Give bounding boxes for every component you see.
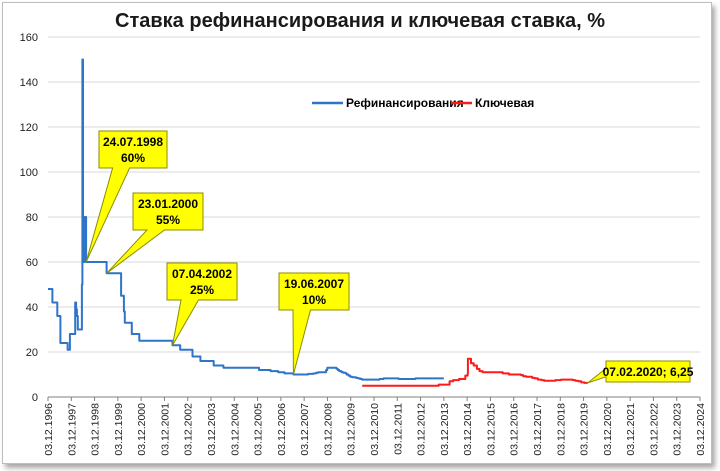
x-tick-label: 03.12.2020 xyxy=(602,403,614,456)
callout-date: 19.06.2007 xyxy=(284,277,344,291)
callout-box xyxy=(166,262,238,346)
x-tick-label: 03.12.2022 xyxy=(648,403,660,456)
x-tick-label: 03.12.2004 xyxy=(229,403,241,456)
x-tick-label: 03.12.2009 xyxy=(346,403,358,456)
x-tick-label: 03.12.2000 xyxy=(136,403,148,456)
axis-layer: 0 20 40 60 80 100 120 140 160 03.12.1996 03.12.199… xyxy=(20,32,707,456)
callout-box xyxy=(85,130,168,263)
callout-box xyxy=(278,272,350,375)
y-tick-label: 120 xyxy=(20,122,38,134)
y-tick-label: 20 xyxy=(26,347,38,359)
x-tick-label: 03.12.2015 xyxy=(485,403,497,456)
x-tick-label: 03.12.2017 xyxy=(532,403,544,456)
y-tick-label: 100 xyxy=(20,167,38,179)
callout-date: 23.01.2000 xyxy=(138,197,198,211)
x-tick-label: 03.12.2016 xyxy=(509,403,521,456)
x-tick-label: 03.12.2018 xyxy=(555,403,567,456)
y-tick-label: 140 xyxy=(20,77,38,89)
x-tick-label: 03.12.2014 xyxy=(462,403,474,456)
x-tick-label: 03.12.2012 xyxy=(416,403,428,456)
chart-title: Ставка рефинансирования и ключевая ставк… xyxy=(115,10,605,32)
x-tick-label: 03.12.2001 xyxy=(159,403,171,456)
x-tick-label: 03.12.2005 xyxy=(253,403,265,456)
callout-box xyxy=(587,360,691,384)
callout-layer: 24.07.1998 60% 23.01.2000 55% 07.04.2002 25% 1… xyxy=(85,130,694,384)
series-line-refinancing xyxy=(48,58,444,381)
callout-value: 55% xyxy=(156,213,180,227)
x-tick-label: 03.12.2002 xyxy=(183,403,195,456)
callout-date: 07.02.2020; 6,25 xyxy=(603,365,694,379)
x-tick-label: 03.12.2008 xyxy=(322,403,334,456)
y-tick-label: 0 xyxy=(32,392,38,404)
x-tick-label: 03.12.2007 xyxy=(299,403,311,456)
x-tick-label: 03.12.1998 xyxy=(90,403,102,456)
x-tick-label: 03.12.1996 xyxy=(43,403,55,456)
x-tick-label: 03.12.2011 xyxy=(392,403,404,455)
legend-label: Ключевая xyxy=(475,96,534,110)
y-tick-label: 160 xyxy=(20,32,38,44)
x-tick-label: 03.12.2023 xyxy=(672,403,684,456)
callout-value: 25% xyxy=(190,283,214,297)
x-tick-label: 03.12.2021 xyxy=(625,403,637,456)
x-tick-label: 03.12.2013 xyxy=(439,403,451,456)
callout-date: 07.04.2002 xyxy=(172,267,232,281)
x-tick-label: 03.12.2024 xyxy=(695,403,707,456)
series-layer xyxy=(48,58,588,387)
series-line-key-rate xyxy=(362,357,588,387)
legend: Рефинансирования Ключевая xyxy=(312,96,534,110)
x-tick-label: 03.12.2003 xyxy=(206,403,218,456)
callout-value: 60% xyxy=(121,151,145,165)
x-tick-label: 03.12.2010 xyxy=(369,403,381,456)
y-tick-label: 40 xyxy=(26,302,38,314)
callout-date: 24.07.1998 xyxy=(103,135,163,149)
y-tick-label: 60 xyxy=(26,257,38,269)
x-tick-label: 03.12.2006 xyxy=(276,403,288,456)
chart-frame xyxy=(2,2,712,464)
x-tick-label: 03.12.2019 xyxy=(579,403,591,456)
callout-value: 10% xyxy=(302,293,326,307)
x-tick-label: 03.12.1997 xyxy=(66,403,78,456)
callout-box xyxy=(106,192,204,274)
x-tick-label: 03.12.1999 xyxy=(113,403,125,456)
legend-label: Рефинансирования xyxy=(346,96,464,110)
y-tick-label: 80 xyxy=(26,212,38,224)
